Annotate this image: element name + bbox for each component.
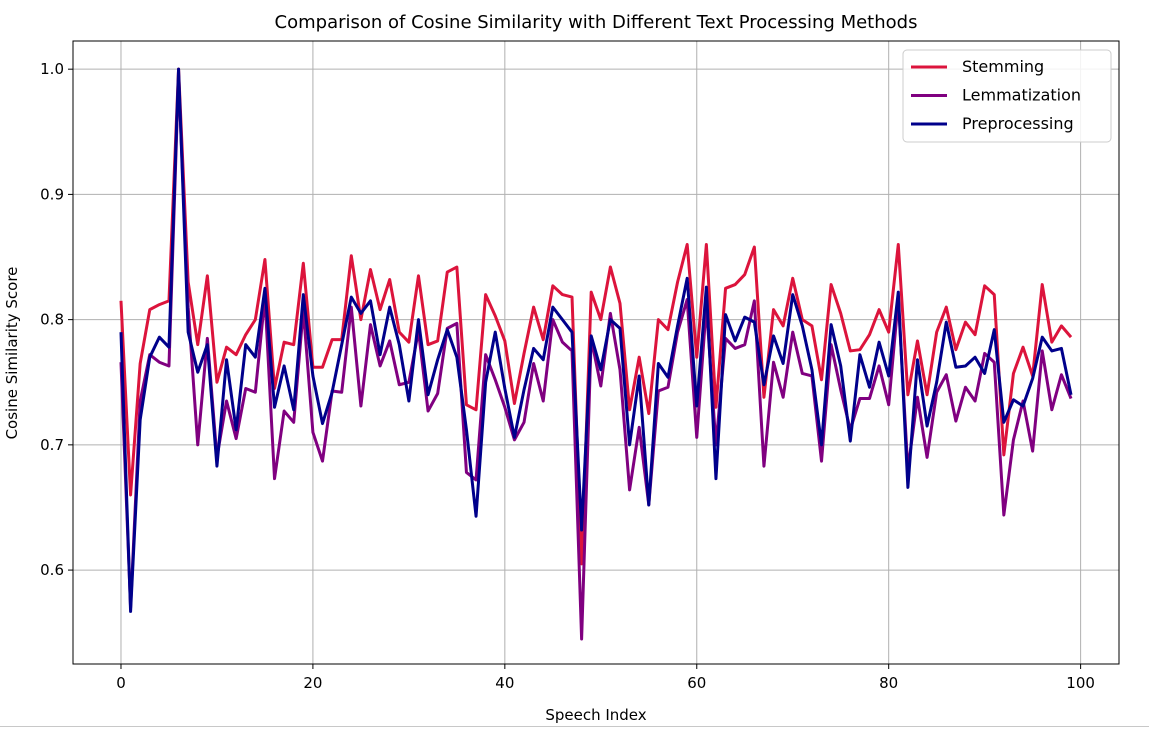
- y-tick-label: 0.6: [40, 561, 64, 579]
- x-tick-label: 80: [879, 674, 898, 692]
- y-tick-label: 0.7: [40, 436, 64, 454]
- y-tick-label: 1.0: [40, 60, 64, 78]
- x-tick-label: 60: [687, 674, 706, 692]
- legend-label: Preprocessing: [962, 114, 1074, 133]
- x-tick-label: 40: [495, 674, 514, 692]
- series-lines: [119, 67, 1073, 641]
- axis-ticks: 0 20 40 60 80 100 0.6 0.7 0.8 0.9 1.0: [40, 60, 1095, 692]
- y-tick-label: 0.8: [40, 311, 64, 329]
- series-line-stemming: [119, 67, 1073, 566]
- x-tick-label: 100: [1066, 674, 1095, 692]
- y-tick-label: 0.9: [40, 185, 64, 203]
- legend-label: Stemming: [962, 57, 1044, 76]
- grid-lines: [73, 41, 1119, 664]
- y-axis-label: Cosine Similarity Score: [3, 267, 21, 440]
- plot-area-frame: [72, 40, 1120, 665]
- divider: [0, 726, 1149, 727]
- series-line-preprocessing: [119, 67, 1073, 613]
- legend-label: Lemmatization: [962, 86, 1081, 105]
- x-tick-label: 0: [116, 674, 126, 692]
- x-axis-label: Speech Index: [545, 706, 646, 724]
- legend-box: [902, 49, 1112, 143]
- x-tick-label: 20: [303, 674, 322, 692]
- chart-title: Comparison of Cosine Similarity with Dif…: [275, 12, 918, 33]
- legend: Stemming Lemmatization Preprocessing: [902, 49, 1112, 143]
